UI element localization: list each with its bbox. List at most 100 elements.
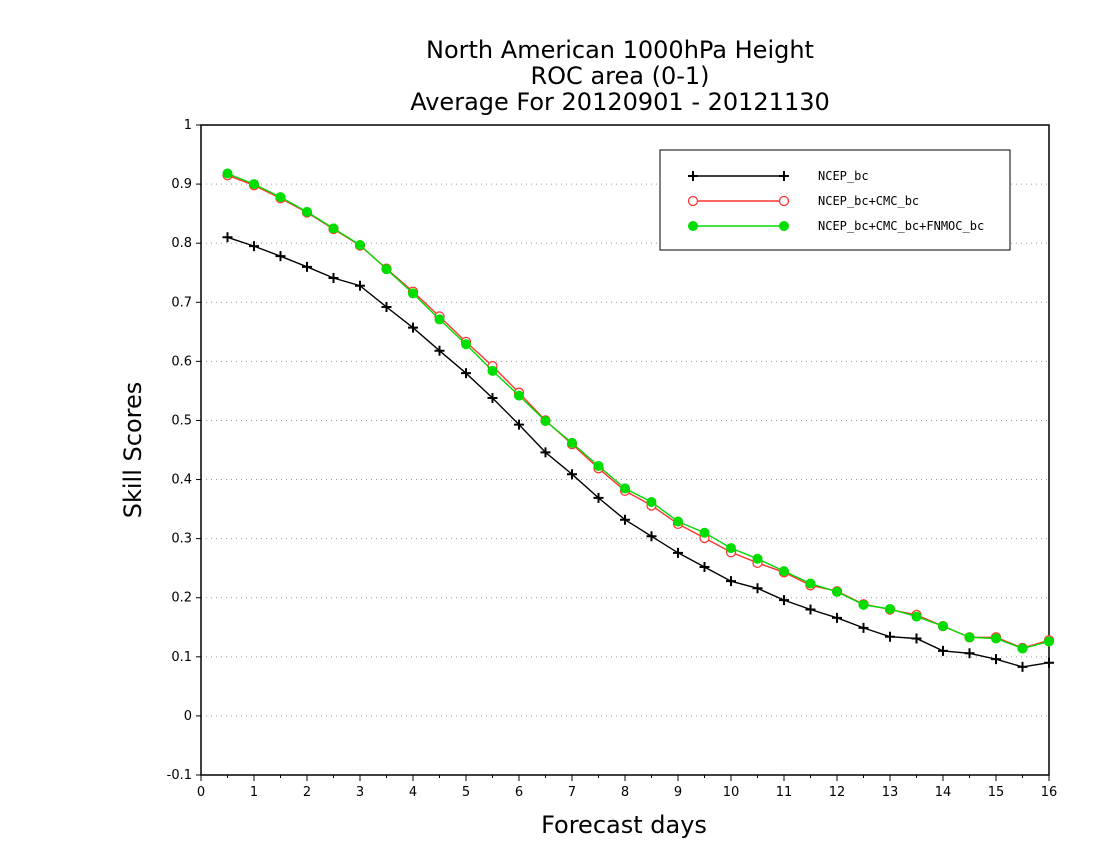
data-point bbox=[434, 345, 445, 356]
y-tick-label: 0 bbox=[184, 709, 192, 724]
data-point bbox=[567, 437, 577, 448]
y-axis-title: Skill Scores bbox=[119, 382, 147, 519]
x-tick-label: 10 bbox=[723, 785, 740, 800]
data-point bbox=[355, 280, 365, 291]
data-point bbox=[408, 322, 418, 333]
x-tick-label: 2 bbox=[303, 785, 311, 800]
data-point bbox=[885, 631, 895, 642]
data-point bbox=[805, 604, 816, 615]
x-tick-label: 0 bbox=[197, 785, 205, 800]
x-tick-label: 14 bbox=[935, 785, 952, 800]
legend-marker bbox=[779, 221, 789, 231]
data-point bbox=[302, 261, 312, 272]
data-point bbox=[673, 547, 683, 558]
data-point bbox=[752, 553, 763, 564]
x-tick-label: 4 bbox=[409, 785, 417, 800]
data-point bbox=[1044, 636, 1054, 647]
x-tick-label: 8 bbox=[621, 785, 629, 800]
data-point bbox=[434, 314, 445, 325]
data-point bbox=[832, 612, 842, 623]
x-tick-label: 15 bbox=[988, 785, 1005, 800]
data-point bbox=[593, 492, 604, 503]
data-point bbox=[1017, 661, 1028, 672]
y-tick-label: 0.5 bbox=[171, 413, 192, 428]
x-axis-title: Forecast days bbox=[541, 811, 707, 839]
data-point bbox=[275, 251, 286, 262]
y-tick-label: 0.3 bbox=[171, 532, 192, 547]
series-1 bbox=[222, 232, 1054, 672]
data-point bbox=[249, 179, 259, 190]
y-tick-label: 0.8 bbox=[171, 236, 192, 251]
chart-title-line-2: ROC area (0-1) bbox=[530, 62, 710, 90]
data-point bbox=[779, 566, 789, 577]
y-axis: -0.1 0 0.1 0.2 0.3 0.4 0.5 0.6 0.7 0.8 0.9 1 bbox=[167, 118, 201, 783]
x-tick-label: 12 bbox=[829, 785, 846, 800]
grid-lines bbox=[201, 183, 1049, 717]
legend-marker bbox=[688, 171, 698, 181]
data-point bbox=[328, 273, 339, 284]
data-point bbox=[1017, 643, 1028, 654]
data-point bbox=[646, 497, 657, 507]
legend-box bbox=[659, 149, 1011, 251]
y-tick-label: 0.4 bbox=[171, 473, 192, 488]
legend-label: NCEP_bc+CMC_bc+FNMOC_bc bbox=[818, 219, 984, 233]
data-point bbox=[461, 368, 471, 379]
data-point bbox=[249, 241, 259, 252]
data-point bbox=[328, 223, 339, 234]
legend-label: NCEP_bc bbox=[818, 169, 869, 183]
data-point bbox=[275, 192, 286, 203]
series-line bbox=[227, 236, 1050, 668]
x-tick-label: 9 bbox=[674, 785, 682, 800]
x-tick-label: 3 bbox=[356, 785, 364, 800]
data-point bbox=[726, 543, 736, 554]
x-tick-label: 1 bbox=[250, 785, 258, 800]
x-tick-label: 16 bbox=[1041, 785, 1058, 800]
legend-marker bbox=[688, 221, 698, 231]
data-point bbox=[885, 603, 895, 614]
data-point bbox=[991, 633, 1001, 644]
y-tick-label: -0.1 bbox=[167, 768, 192, 783]
x-tick-label: 7 bbox=[568, 785, 576, 800]
y-tick-label: 0.2 bbox=[171, 591, 192, 606]
x-tick-label: 5 bbox=[462, 785, 470, 800]
data-point bbox=[381, 264, 392, 275]
data-point bbox=[805, 578, 816, 589]
legend: NCEP_bc NCEP_bc+CMC_bc NCEP_bc+CMC_bc+FNMO… bbox=[659, 149, 1011, 251]
data-point bbox=[779, 595, 789, 606]
x-axis: 0 1 2 3 4 5 6 7 8 9 10 11 12 13 14 15 16 bbox=[197, 775, 1057, 800]
data-point bbox=[938, 621, 948, 632]
y-tick-label: 0.9 bbox=[171, 177, 192, 192]
data-point bbox=[620, 514, 630, 525]
data-point bbox=[487, 393, 498, 403]
data-point bbox=[991, 654, 1001, 665]
y-tick-label: 0.6 bbox=[171, 354, 192, 369]
series-3 bbox=[222, 168, 1054, 654]
data-point bbox=[408, 288, 418, 299]
data-point bbox=[938, 645, 948, 656]
data-point bbox=[540, 447, 551, 458]
y-tick-label: 1 bbox=[184, 118, 192, 133]
data-point bbox=[911, 633, 922, 644]
legend-label: NCEP_bc+CMC_bc bbox=[818, 194, 919, 208]
legend-marker bbox=[778, 195, 790, 207]
data-point bbox=[752, 583, 763, 594]
data-point bbox=[593, 460, 604, 471]
legend-marker bbox=[687, 195, 699, 207]
chart-title-line-1: North American 1000hPa Height bbox=[426, 36, 814, 64]
data-point bbox=[567, 469, 577, 480]
data-point bbox=[222, 232, 233, 243]
data-point bbox=[514, 390, 524, 401]
data-point bbox=[964, 632, 975, 643]
data-point bbox=[381, 302, 392, 312]
data-point bbox=[699, 527, 710, 538]
data-point bbox=[222, 168, 233, 179]
x-tick-label: 6 bbox=[515, 785, 523, 800]
x-tick-label: 13 bbox=[882, 785, 899, 800]
data-point bbox=[832, 586, 842, 597]
data-point bbox=[1044, 657, 1054, 668]
data-point bbox=[540, 416, 551, 427]
data-point bbox=[646, 531, 657, 542]
data-point bbox=[858, 599, 869, 610]
data-point bbox=[726, 576, 736, 587]
